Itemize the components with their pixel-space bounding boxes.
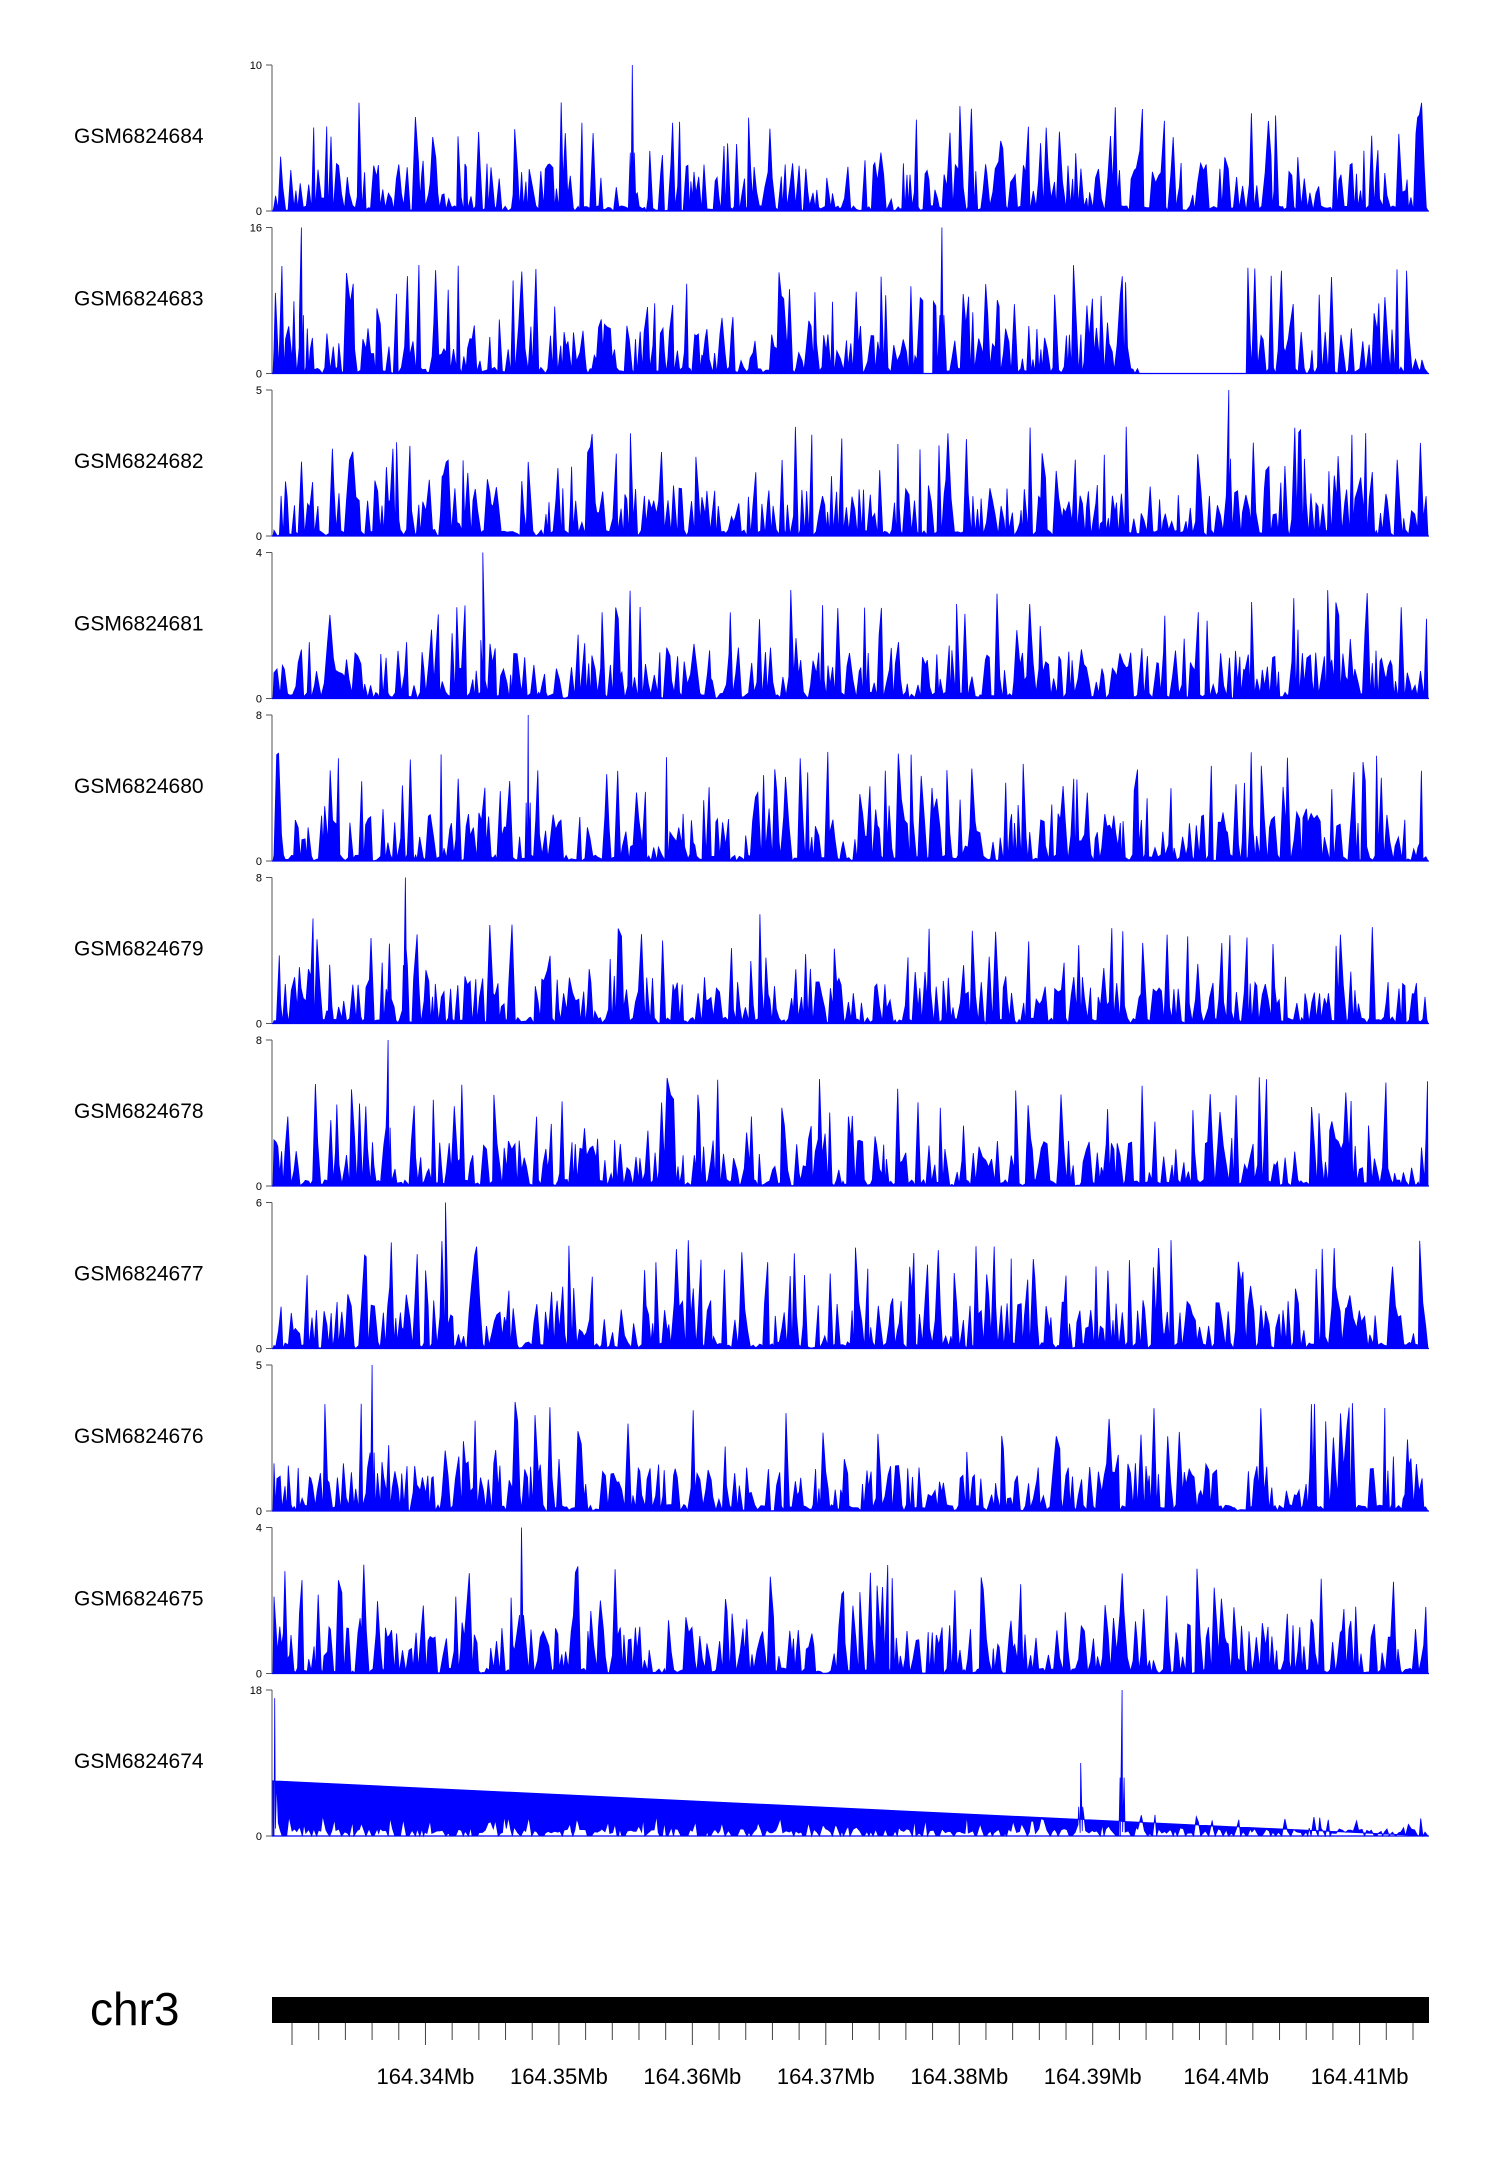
track-label: GSM6824675 bbox=[74, 1588, 204, 1611]
track-label: GSM6824679 bbox=[74, 938, 204, 961]
signal-area bbox=[272, 227, 1429, 375]
y-axis-max-label: 8 bbox=[256, 873, 262, 885]
signal-area bbox=[272, 1527, 1429, 1675]
data-tracks: GSM6824684100GSM6824683160GSM682468250GS… bbox=[74, 60, 1429, 1843]
axis-tick-label: 164.37Mb bbox=[777, 2064, 875, 2089]
y-axis-max-label: 4 bbox=[256, 1523, 262, 1535]
y-axis-min-label: 0 bbox=[256, 1669, 262, 1681]
track-label: GSM6824683 bbox=[74, 288, 204, 311]
signal-area bbox=[272, 389, 1429, 537]
y-axis-min-label: 0 bbox=[256, 1831, 262, 1843]
signal-area bbox=[272, 877, 1429, 1025]
track-GSM6824684: GSM6824684 10 0 bbox=[74, 60, 1429, 218]
signal-area bbox=[272, 64, 1429, 213]
track-label: GSM6824678 bbox=[74, 1100, 204, 1123]
y-axis-max-label: 10 bbox=[250, 60, 262, 72]
y-axis-max-label: 8 bbox=[256, 710, 262, 722]
signal-area bbox=[272, 714, 1429, 863]
track-GSM6824678: GSM6824678 8 0 bbox=[74, 1035, 1429, 1193]
track-label: GSM6824681 bbox=[74, 613, 204, 636]
axis-tick-label: 164.39Mb bbox=[1044, 2064, 1142, 2089]
track-label: GSM6824677 bbox=[74, 1263, 204, 1286]
signal-area bbox=[272, 1039, 1429, 1187]
track-GSM6824677: GSM6824677 6 0 bbox=[74, 1198, 1429, 1356]
signal-area bbox=[272, 1364, 1429, 1513]
y-axis-max-label: 6 bbox=[256, 1198, 262, 1210]
track-label: GSM6824682 bbox=[74, 450, 204, 473]
y-axis-max-label: 5 bbox=[256, 1360, 262, 1372]
track-GSM6824674: GSM6824674 18 0 bbox=[74, 1685, 1429, 1843]
signal-area bbox=[272, 552, 1429, 700]
y-axis-min-label: 0 bbox=[256, 1506, 262, 1518]
genome-axis: chr3 164.34Mb 164.35Mb 164.36Mb 164.37Mb 164… bbox=[90, 1983, 1429, 2089]
track-GSM6824681: GSM6824681 4 0 bbox=[74, 548, 1429, 706]
y-axis-min-label: 0 bbox=[256, 694, 262, 706]
y-axis-min-label: 0 bbox=[256, 1019, 262, 1031]
axis-tick-label: 164.4Mb bbox=[1183, 2064, 1269, 2089]
track-GSM6824679: GSM6824679 8 0 bbox=[74, 873, 1429, 1031]
track-GSM6824676: GSM6824676 5 0 bbox=[74, 1360, 1429, 1518]
y-axis-min-label: 0 bbox=[256, 531, 262, 543]
signal-area bbox=[272, 1689, 1429, 1838]
y-axis-min-label: 0 bbox=[256, 369, 262, 381]
track-GSM6824683: GSM6824683 16 0 bbox=[74, 223, 1429, 381]
axis-tick-label: 164.41Mb bbox=[1311, 2064, 1409, 2089]
y-axis-max-label: 16 bbox=[250, 223, 262, 235]
y-axis-min-label: 0 bbox=[256, 1181, 262, 1193]
track-GSM6824675: GSM6824675 4 0 bbox=[74, 1523, 1429, 1681]
track-label: GSM6824674 bbox=[74, 1750, 204, 1773]
axis-tick-label: 164.34Mb bbox=[377, 2064, 475, 2089]
signal-area bbox=[272, 1202, 1429, 1350]
axis-tick-label: 164.38Mb bbox=[910, 2064, 1008, 2089]
track-label: GSM6824680 bbox=[74, 775, 204, 798]
track-label: GSM6824676 bbox=[74, 1425, 204, 1448]
y-axis-max-label: 4 bbox=[256, 548, 262, 560]
axis-tick-label: 164.36Mb bbox=[643, 2064, 741, 2089]
axis-tick-label: 164.35Mb bbox=[510, 2064, 608, 2089]
y-axis-max-label: 8 bbox=[256, 1035, 262, 1047]
y-axis-min-label: 0 bbox=[256, 206, 262, 218]
y-axis-max-label: 18 bbox=[250, 1685, 262, 1697]
chromosome-label: chr3 bbox=[90, 1983, 179, 2035]
y-axis-max-label: 5 bbox=[256, 385, 262, 397]
y-axis-min-label: 0 bbox=[256, 856, 262, 868]
track-GSM6824680: GSM6824680 8 0 bbox=[74, 710, 1429, 868]
track-label: GSM6824684 bbox=[74, 125, 204, 148]
y-axis-min-label: 0 bbox=[256, 1344, 262, 1356]
chromosome-ideogram-bar bbox=[272, 1997, 1429, 2023]
track-GSM6824682: GSM6824682 5 0 bbox=[74, 385, 1429, 543]
